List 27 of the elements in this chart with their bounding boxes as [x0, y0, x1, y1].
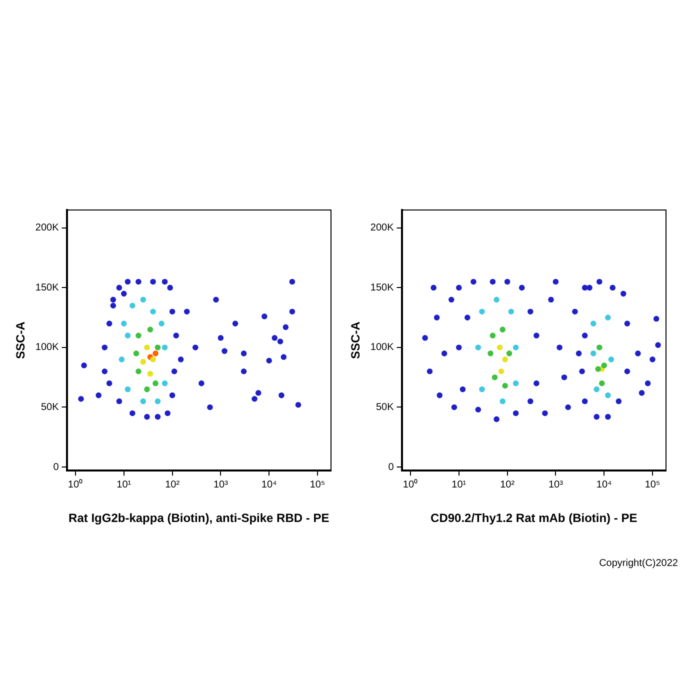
- y-tick-label: 50K: [376, 402, 394, 413]
- y-tick-label: 0: [53, 462, 60, 473]
- y-tick-label: 100K: [35, 342, 60, 354]
- x-tick-label: 10³: [213, 479, 229, 490]
- y-tick-label: 200K: [370, 222, 394, 234]
- x-tick-label: 10⁴: [596, 479, 612, 490]
- y-tick-label: 200K: [35, 222, 60, 234]
- x-axis-title: Rat IgG2b-kappa (Biotin), anti-Spike RBD - PE: [68, 511, 330, 526]
- x-tick-label: 10¹: [116, 479, 132, 490]
- x-tick-label: 10¹: [452, 479, 467, 490]
- text: Copyright(C)2022: [599, 558, 678, 569]
- x-tick-label: 10⁰: [68, 478, 84, 490]
- x-tick-label: 10⁰: [402, 478, 418, 490]
- y-tick-label: 100K: [370, 342, 394, 354]
- x-tick-label: 10²: [500, 479, 516, 490]
- y-tick-label: 0: [388, 462, 394, 473]
- y-tick-label: 50K: [40, 402, 60, 413]
- y-axis-title: SSC-A: [348, 321, 363, 359]
- x-tick-label: 10⁴: [261, 479, 277, 490]
- x-axis-title: CD90.2/Thy1.2 Rat mAb (Biotin) - PE: [430, 511, 638, 526]
- y-axis-title: SSC-A: [14, 321, 28, 359]
- x-tick-label: 10⁵: [644, 479, 660, 490]
- y-tick-label: 150K: [370, 282, 394, 294]
- x-tick-label: 10⁵: [310, 479, 326, 490]
- x-tick-label: 10³: [548, 479, 564, 490]
- y-tick-label: 150K: [35, 282, 60, 294]
- x-tick-label: 10²: [165, 479, 180, 490]
